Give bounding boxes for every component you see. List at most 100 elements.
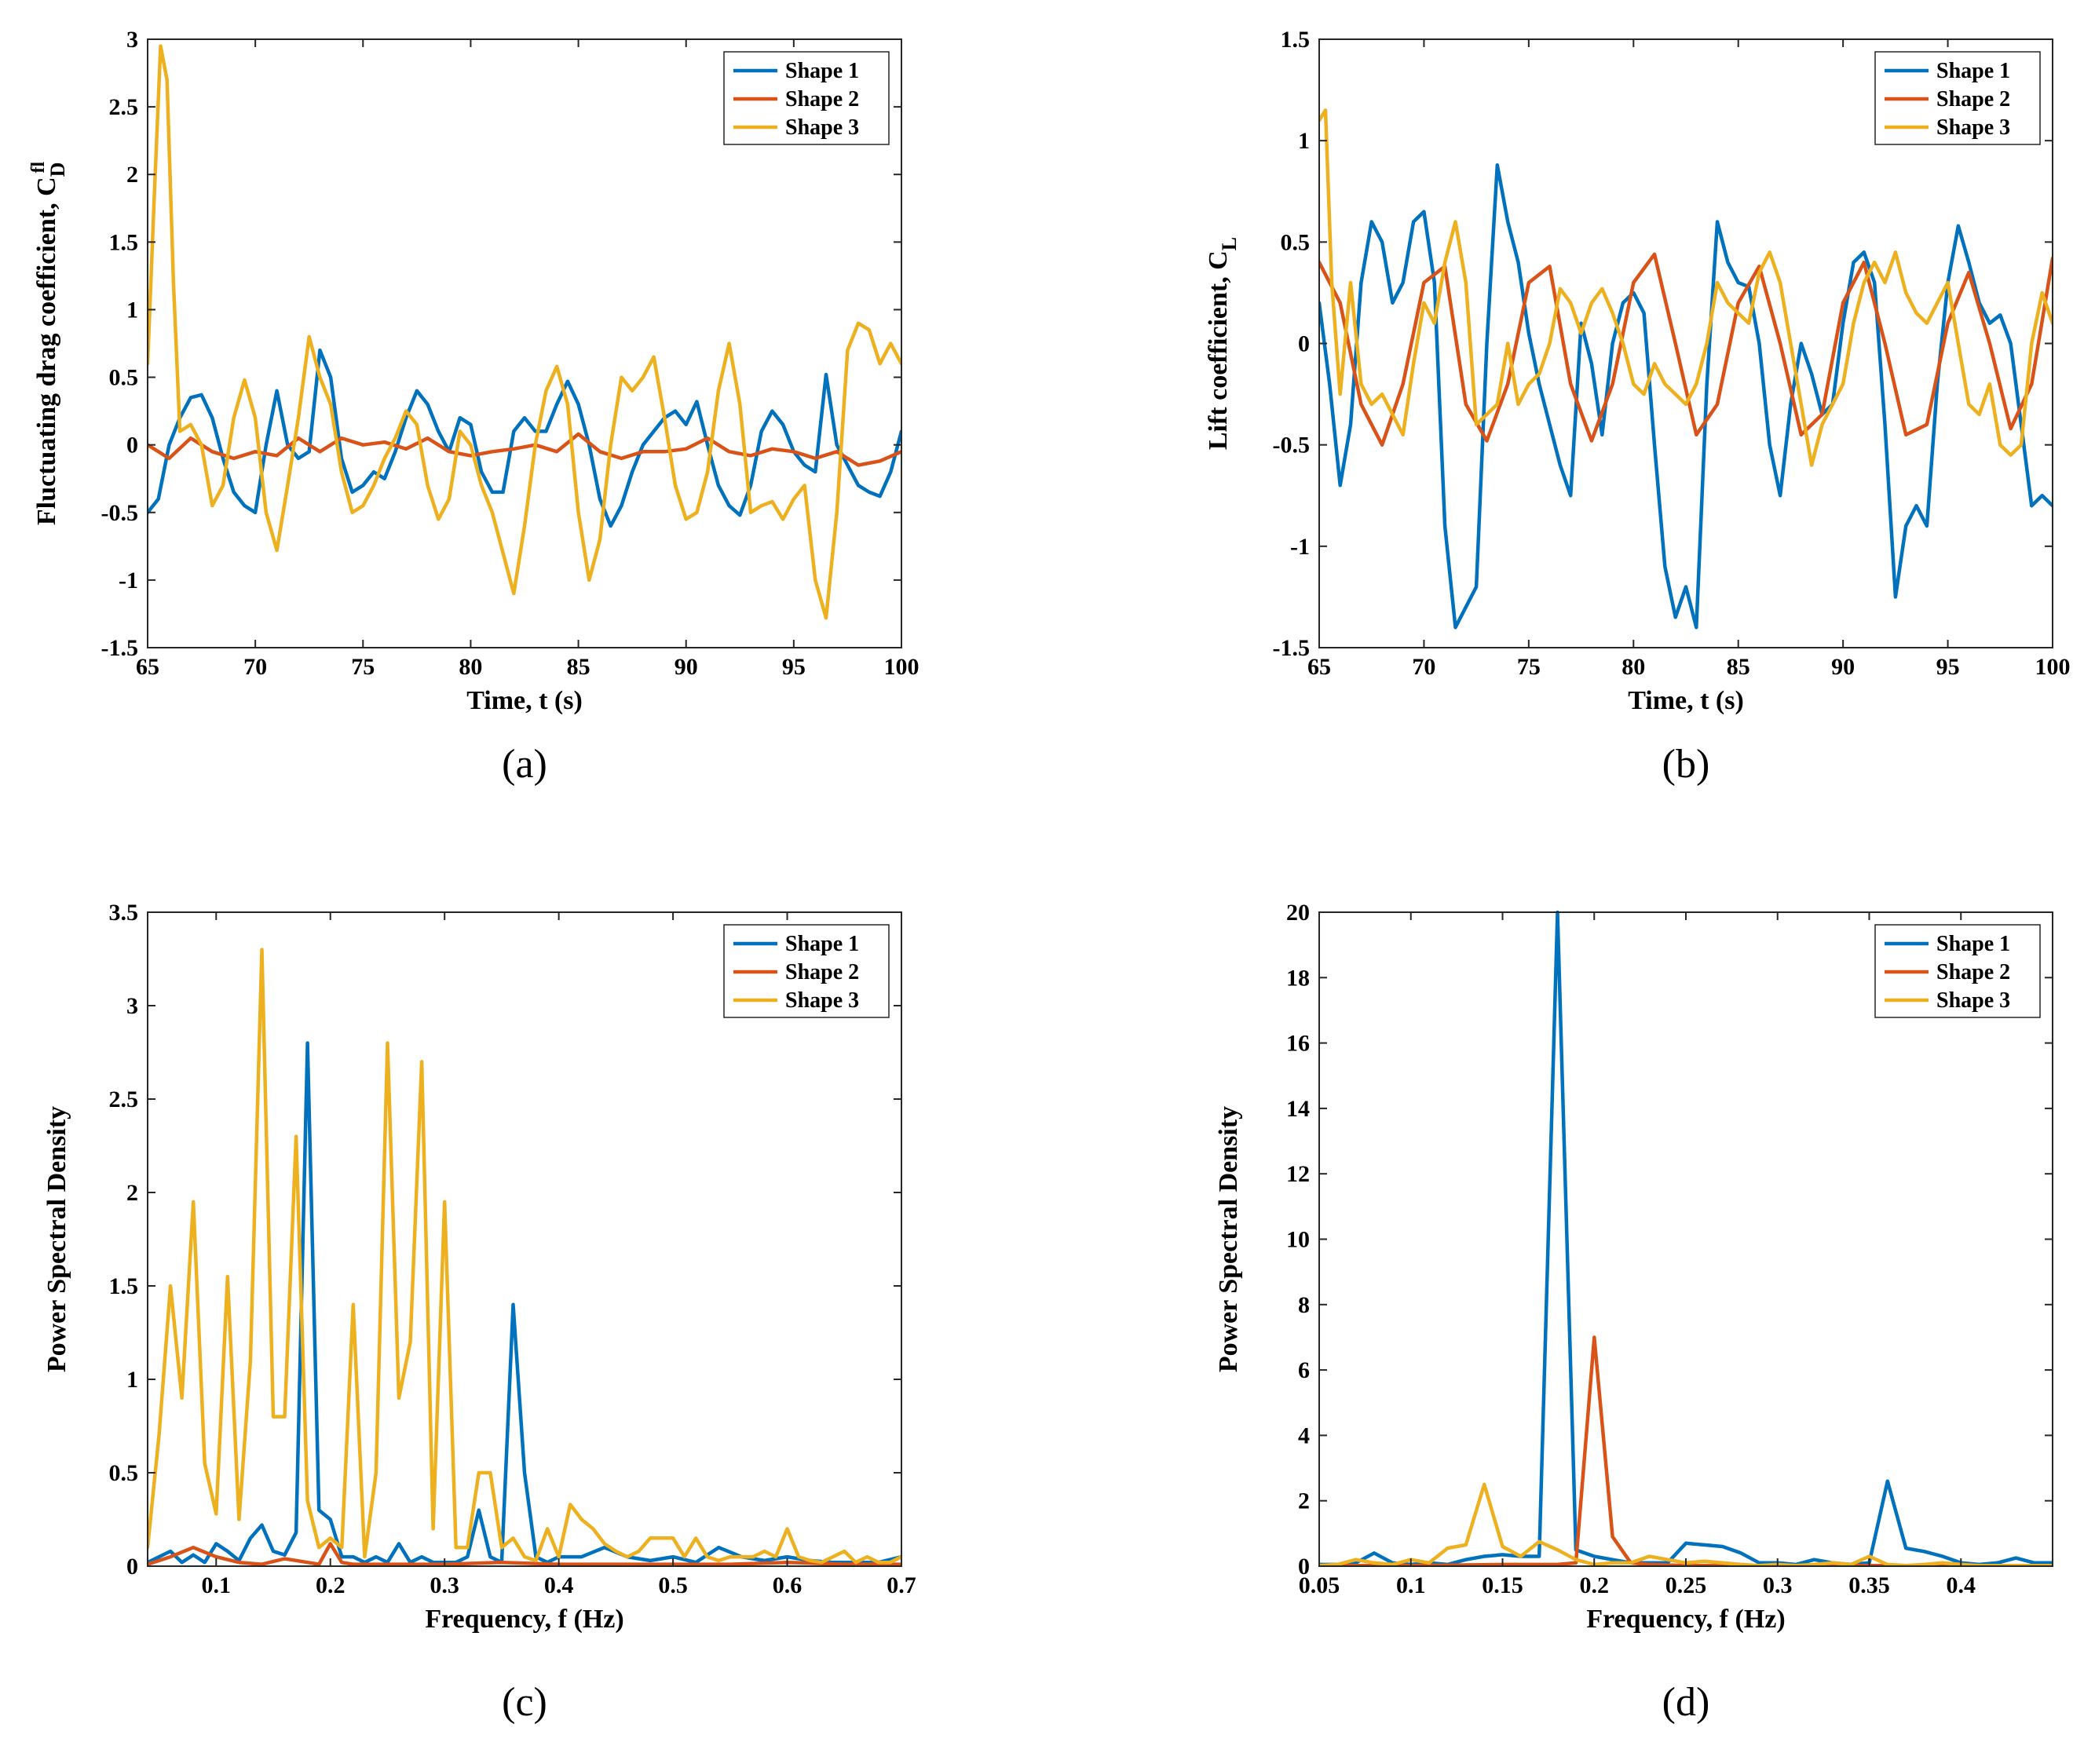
panel-caption: (b) bbox=[1662, 742, 1710, 787]
y-tick-label: 3 bbox=[126, 27, 138, 53]
y-tick-label: 0 bbox=[126, 433, 138, 458]
legend-label: Shape 2 bbox=[785, 87, 859, 111]
y-tick-label: 1.5 bbox=[1281, 27, 1311, 53]
legend-label: Shape 3 bbox=[785, 988, 859, 1013]
legend-label: Shape 2 bbox=[1936, 87, 2010, 111]
y-axis-label: Power Spectral Density bbox=[1214, 1106, 1243, 1372]
legend-label: Shape 1 bbox=[1936, 932, 2010, 956]
panel-caption: (d) bbox=[1662, 1680, 1710, 1725]
x-tick-label: 0.4 bbox=[544, 1572, 574, 1598]
y-tick-label: 4 bbox=[1298, 1423, 1310, 1448]
y-tick-label: -0.5 bbox=[1273, 433, 1311, 458]
series-group bbox=[148, 948, 901, 1566]
y-tick-label: 3.5 bbox=[109, 900, 139, 926]
y-tick-label: 18 bbox=[1286, 965, 1310, 991]
x-tick-label: 75 bbox=[351, 654, 375, 680]
y-tick-label: 20 bbox=[1286, 900, 1310, 926]
y-tick-label: 1.5 bbox=[109, 229, 139, 255]
x-axis-label: Time, t (s) bbox=[466, 686, 583, 715]
y-tick-label: 10 bbox=[1286, 1227, 1310, 1253]
legend-label: Shape 3 bbox=[785, 115, 859, 140]
y-axis-label: Lift coefficient, CL bbox=[1204, 237, 1241, 450]
x-tick-label: 0.2 bbox=[316, 1572, 346, 1598]
x-tick-label: 0.2 bbox=[1580, 1572, 1610, 1598]
x-tick-label: 0.25 bbox=[1665, 1572, 1707, 1598]
y-tick-label: 0 bbox=[1298, 1554, 1310, 1580]
x-tick-label: 65 bbox=[1307, 654, 1331, 680]
y-tick-label: 1 bbox=[1298, 128, 1310, 154]
y-tick-label: -1.5 bbox=[1273, 635, 1311, 661]
y-tick-label: 2 bbox=[1298, 1488, 1310, 1514]
legend: Shape 1 Shape 2 Shape 3 bbox=[723, 924, 890, 1018]
panel-a: 65 70 75 80 85 90 95 100 -1.5 -1 -0.5 0 0.5 1 1.5 2 2.5 3… bbox=[28, 27, 920, 787]
legend: Shape 1 Shape 2 Shape 3 bbox=[723, 51, 890, 145]
x-axis-label: Frequency, f (Hz) bbox=[425, 1605, 623, 1634]
x-tick-label: 100 bbox=[2035, 654, 2071, 680]
y-tick-label: 16 bbox=[1286, 1031, 1310, 1057]
legend-label: Shape 3 bbox=[1936, 988, 2010, 1013]
y-tick-label: -1 bbox=[1290, 534, 1310, 560]
y-axis-label: Fluctuating drag coefficient, CDfl bbox=[28, 162, 69, 526]
y-tick-label: 0.5 bbox=[109, 365, 139, 391]
y-tick-label: 6 bbox=[1298, 1357, 1310, 1383]
x-tick-label: 0.4 bbox=[1947, 1572, 1976, 1598]
x-tick-label: 0.5 bbox=[658, 1572, 688, 1598]
panel-d: 0.05 0.1 0.15 0.2 0.25 0.3 0.35 0.4 0 2 4 6 8 10 12 14 1… bbox=[1214, 900, 2053, 1725]
y-tick-label: 14 bbox=[1286, 1096, 1310, 1122]
y-tick-label: 2.5 bbox=[109, 1087, 139, 1112]
x-tick-label: 0.05 bbox=[1299, 1572, 1340, 1598]
x-tick-label: 90 bbox=[675, 654, 698, 680]
axes-box bbox=[147, 911, 902, 1567]
y-tick-label: 0.5 bbox=[1281, 229, 1311, 255]
axes-box bbox=[147, 38, 902, 648]
series-line-shape-2 bbox=[148, 1542, 901, 1566]
legend-label: Shape 3 bbox=[1936, 115, 2010, 140]
x-tick-label: 0.6 bbox=[773, 1572, 803, 1598]
x-tick-label: 70 bbox=[243, 654, 267, 680]
series-line-shape-2 bbox=[148, 432, 901, 467]
series-line-shape-2 bbox=[1319, 252, 2053, 447]
y-tick-label: -1.5 bbox=[101, 635, 139, 661]
series-line-shape-3 bbox=[1319, 1482, 2053, 1566]
panel-caption: (a) bbox=[502, 742, 547, 787]
x-tick-label: 0.35 bbox=[1848, 1572, 1890, 1598]
x-tick-label: 0.1 bbox=[202, 1572, 232, 1598]
x-tick-label: 80 bbox=[459, 654, 482, 680]
y-tick-label: 3 bbox=[126, 993, 138, 1019]
x-tick-label: 0.15 bbox=[1482, 1572, 1523, 1598]
legend-label: Shape 1 bbox=[785, 932, 859, 956]
legend-label: Shape 2 bbox=[1936, 960, 2010, 984]
x-tick-label: 70 bbox=[1412, 654, 1435, 680]
y-tick-label: 1 bbox=[126, 297, 138, 323]
panel-b: 65 70 75 80 85 90 95 100 -1.5 -1 -0.5 0 0.5 1 1.5 Time,… bbox=[1204, 27, 2071, 787]
legend: Shape 1 Shape 2 Shape 3 bbox=[1874, 924, 2041, 1018]
series-line-shape-1 bbox=[148, 348, 901, 528]
panel-caption: (c) bbox=[502, 1680, 547, 1725]
y-tick-label: 2.5 bbox=[109, 94, 139, 120]
series-group bbox=[148, 44, 901, 620]
y-tick-label: 0 bbox=[126, 1554, 138, 1580]
x-tick-label: 100 bbox=[884, 654, 920, 680]
x-tick-label: 0.3 bbox=[1763, 1572, 1793, 1598]
series-line-shape-3 bbox=[148, 44, 901, 620]
legend-label: Shape 1 bbox=[1936, 59, 2010, 83]
x-tick-label: 0.7 bbox=[887, 1572, 916, 1598]
y-tick-label: -1 bbox=[119, 568, 138, 593]
x-tick-label: 80 bbox=[1621, 654, 1645, 680]
x-tick-label: 0.3 bbox=[430, 1572, 459, 1598]
x-tick-label: 90 bbox=[1831, 654, 1855, 680]
x-tick-label: 85 bbox=[1727, 654, 1750, 680]
x-tick-label: 95 bbox=[782, 654, 806, 680]
y-tick-label: 12 bbox=[1286, 1161, 1310, 1187]
x-axis-label: Frequency, f (Hz) bbox=[1586, 1605, 1785, 1634]
y-tick-label: -0.5 bbox=[101, 500, 139, 526]
series-line-shape-3 bbox=[1319, 108, 2053, 467]
y-axis-label: Power Spectral Density bbox=[42, 1106, 71, 1372]
x-tick-label: 65 bbox=[136, 654, 159, 680]
y-tick-label: 0 bbox=[1298, 331, 1310, 357]
x-tick-label: 75 bbox=[1517, 654, 1541, 680]
legend-label: Shape 1 bbox=[785, 59, 859, 83]
series-group bbox=[1319, 108, 2053, 630]
legend-label: Shape 2 bbox=[785, 960, 859, 984]
